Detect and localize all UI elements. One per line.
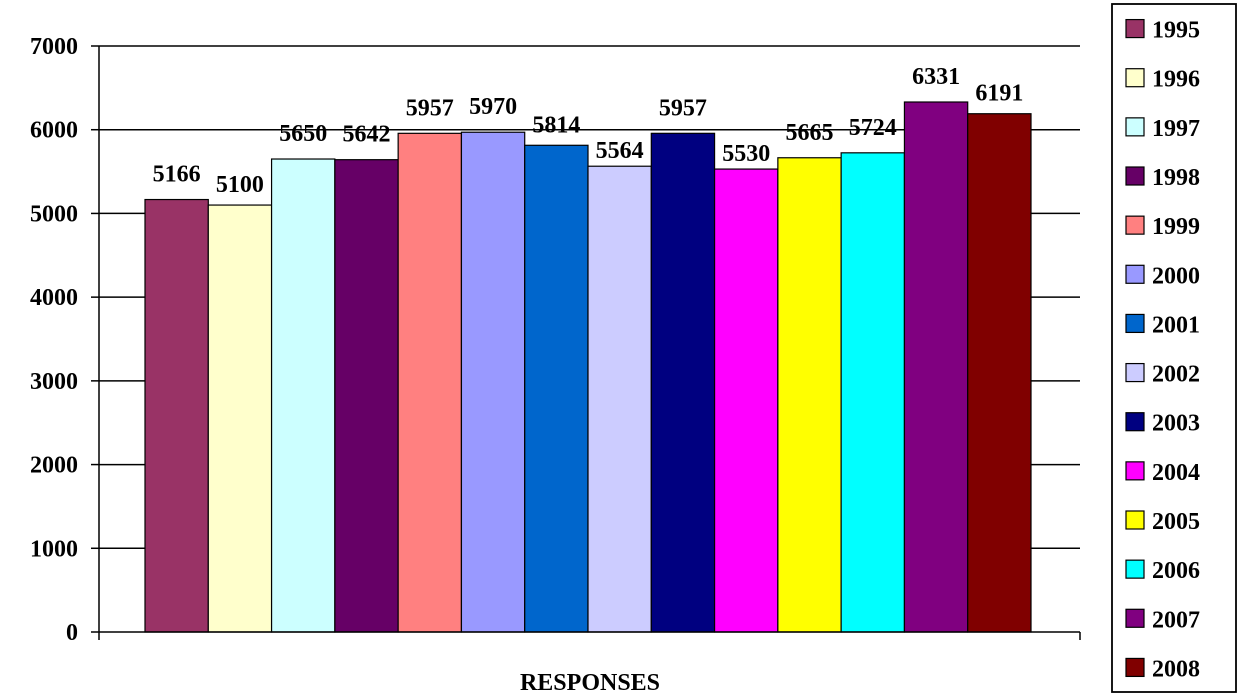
- legend-item-1997: 1997: [1125, 116, 1200, 142]
- y-axis-tick-labels: 0 1000 2000 3000 4000 5000 6000 7000: [30, 34, 78, 646]
- legend-item-1999: 1999: [1125, 214, 1200, 240]
- legend-swatch: [1125, 117, 1145, 137]
- bar-2006: [840, 152, 906, 633]
- y-tick-label: 0: [66, 620, 78, 646]
- legend-label: 2005: [1152, 509, 1200, 535]
- legend-swatch: [1125, 215, 1145, 235]
- legend: 1995 1996 1997 1998 1999 2000 2001 2002 2003 2004…: [1111, 3, 1237, 693]
- y-tick-label: 7000: [30, 34, 78, 60]
- data-label-2006: 5724: [849, 115, 897, 141]
- legend-swatch: [1125, 264, 1145, 284]
- plot-frame: [98, 46, 1081, 640]
- y-axis-ticks: [91, 45, 99, 633]
- y-tick-label: 6000: [30, 118, 78, 144]
- bar-2000: [460, 131, 526, 633]
- legend-item-1995: 1995: [1125, 18, 1200, 44]
- x-axis-title: RESPONSES: [520, 670, 660, 696]
- legend-item-1998: 1998: [1125, 165, 1200, 191]
- y-tick-label: 1000: [30, 536, 78, 562]
- legend-swatch: [1125, 608, 1145, 628]
- data-label-1998: 5642: [343, 122, 391, 148]
- data-label-1997: 5650: [279, 121, 327, 147]
- legend-label: 2000: [1152, 263, 1200, 289]
- data-label-2000: 5970: [469, 94, 517, 120]
- bars: [144, 101, 1032, 633]
- legend-item-2008: 2008: [1125, 656, 1200, 682]
- legend-swatch: [1125, 461, 1145, 481]
- legend-label: 2007: [1152, 607, 1200, 633]
- bar-2004: [713, 168, 779, 633]
- data-label-2002: 5564: [596, 138, 644, 164]
- legend-item-2003: 2003: [1125, 411, 1200, 437]
- bar-1997: [270, 158, 336, 633]
- bar-2003: [650, 132, 716, 633]
- data-label-2003: 5957: [659, 95, 707, 121]
- legend-label: 2003: [1152, 411, 1200, 437]
- bar-2008: [967, 113, 1032, 633]
- legend-item-2006: 2006: [1125, 558, 1200, 584]
- bar-1999: [397, 132, 463, 633]
- legend-label: 2006: [1152, 558, 1200, 584]
- bar-1996: [207, 204, 273, 633]
- legend-swatch: [1125, 313, 1145, 334]
- legend-item-2004: 2004: [1125, 460, 1200, 486]
- legend-label: 1995: [1152, 18, 1200, 44]
- data-label-2004: 5530: [722, 141, 770, 167]
- legend-item-2002: 2002: [1125, 362, 1200, 388]
- legend-item-2007: 2007: [1125, 607, 1200, 633]
- legend-item-2001: 2001: [1125, 312, 1200, 338]
- legend-label: 1996: [1152, 67, 1200, 93]
- y-tick-label: 3000: [30, 369, 78, 395]
- bar-2002: [587, 165, 652, 633]
- y-tick-label: 2000: [30, 453, 78, 479]
- bar-1995: [144, 198, 209, 633]
- bar-2007: [903, 101, 969, 633]
- data-label-2001: 5814: [532, 112, 580, 138]
- legend-swatch: [1125, 510, 1145, 530]
- legend-swatch: [1125, 68, 1145, 88]
- data-labels: 5166 5100 5650 5642 5957 5970 5814 5564 5957 5530…: [153, 64, 1024, 198]
- legend-item-2000: 2000: [1125, 263, 1200, 289]
- legend-swatch: [1125, 559, 1145, 579]
- bar-2001: [524, 144, 589, 633]
- y-tick-label: 4000: [30, 285, 78, 311]
- bar-2005: [777, 157, 842, 633]
- data-label-2005: 5665: [786, 120, 834, 146]
- legend-swatch: [1125, 362, 1145, 383]
- data-label-1995: 5166: [153, 162, 201, 188]
- legend-swatch: [1125, 166, 1145, 186]
- data-label-2007: 6331: [912, 64, 960, 90]
- legend-item-2005: 2005: [1125, 509, 1200, 535]
- legend-swatch: [1125, 412, 1145, 432]
- legend-label: 2002: [1152, 362, 1200, 388]
- y-tick-label: 5000: [30, 201, 78, 227]
- bar-1998: [334, 159, 399, 633]
- legend-label: 2001: [1152, 312, 1200, 338]
- legend-swatch: [1125, 657, 1145, 678]
- legend-label: 1998: [1152, 165, 1200, 191]
- legend-label: 2008: [1152, 656, 1200, 682]
- legend-item-1996: 1996: [1125, 67, 1200, 93]
- legend-label: 1997: [1152, 116, 1200, 142]
- legend-label: 1999: [1152, 214, 1200, 240]
- data-label-2008: 6191: [975, 81, 1023, 107]
- legend-label: 2004: [1152, 460, 1200, 486]
- data-label-1996: 5100: [216, 172, 264, 198]
- legend-box: [1111, 3, 1237, 693]
- data-label-1999: 5957: [406, 95, 454, 121]
- legend-swatch: [1125, 18, 1145, 39]
